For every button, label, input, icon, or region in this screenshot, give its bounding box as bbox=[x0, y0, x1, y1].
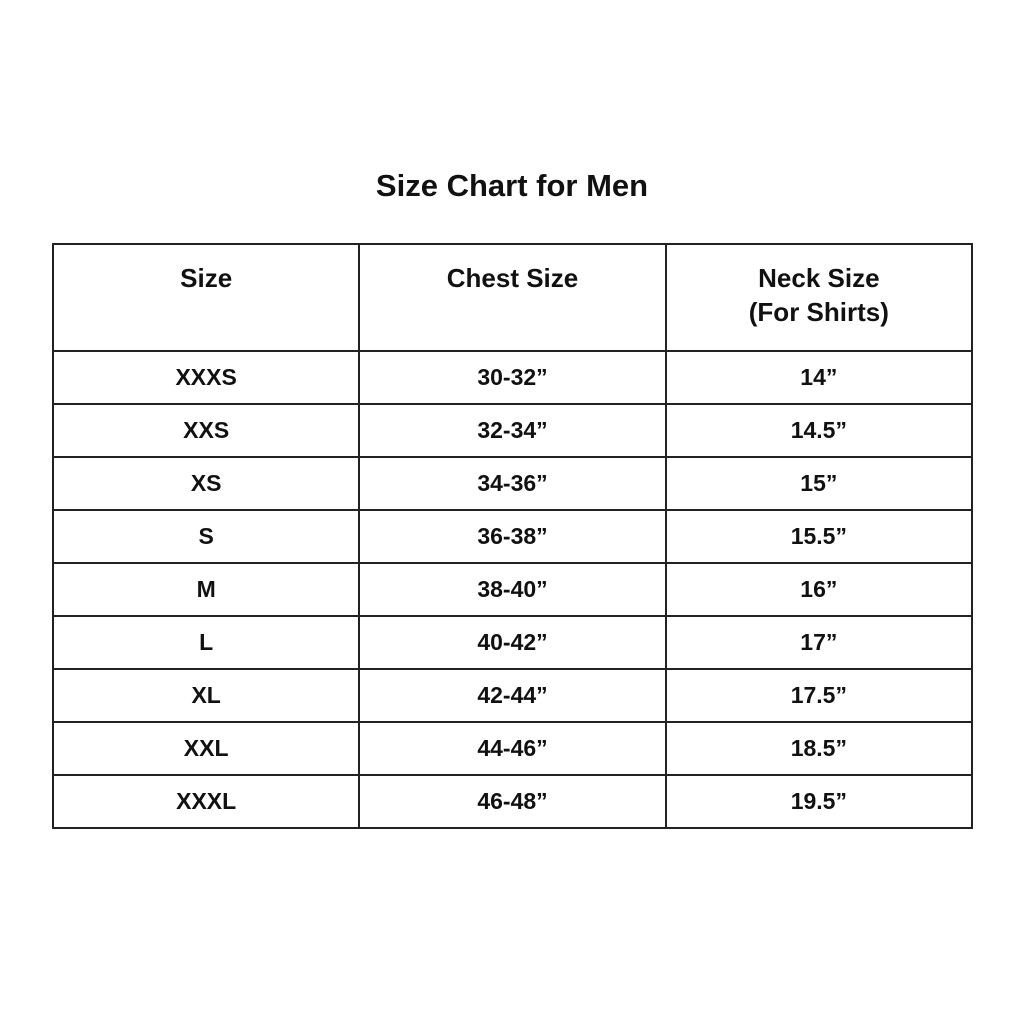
cell-chest: 30-32” bbox=[358, 350, 667, 405]
cell-chest: 36-38” bbox=[358, 509, 667, 564]
header-neck: Neck Size (For Shirts) bbox=[664, 243, 974, 352]
header-row: Size Chest Size Neck Size (For Shirts) bbox=[51, 243, 974, 352]
size-chart-table: Size Chest Size Neck Size (For Shirts) X… bbox=[51, 243, 974, 829]
table-row: XXXL 46-48” 19.5” bbox=[51, 774, 974, 829]
cell-size: XXL bbox=[51, 721, 361, 776]
cell-neck: 19.5” bbox=[664, 774, 974, 829]
cell-size: XL bbox=[51, 668, 361, 723]
cell-neck: 16” bbox=[664, 562, 974, 617]
cell-neck: 15” bbox=[664, 456, 974, 511]
cell-size: XXS bbox=[51, 403, 361, 458]
header-neck-label: Neck Size bbox=[758, 263, 880, 293]
cell-size: M bbox=[51, 562, 361, 617]
cell-size: XXXL bbox=[51, 774, 361, 829]
cell-size: XS bbox=[51, 456, 361, 511]
table-row: XXXS 30-32” 14” bbox=[51, 350, 974, 405]
cell-neck: 17” bbox=[664, 615, 974, 670]
cell-neck: 18.5” bbox=[664, 721, 974, 776]
page-title: Size Chart for Men bbox=[375, 168, 649, 203]
cell-neck: 14” bbox=[664, 350, 974, 405]
table-row: XXS 32-34” 14.5” bbox=[51, 403, 974, 458]
cell-chest: 46-48” bbox=[358, 774, 667, 829]
cell-chest: 40-42” bbox=[358, 615, 667, 670]
cell-size: S bbox=[51, 509, 361, 564]
table-row: XS 34-36” 15” bbox=[51, 456, 974, 511]
cell-chest: 42-44” bbox=[358, 668, 667, 723]
table-row: XL 42-44” 17.5” bbox=[51, 668, 974, 723]
cell-neck: 17.5” bbox=[664, 668, 974, 723]
table-row: L 40-42” 17” bbox=[51, 615, 974, 670]
cell-chest: 34-36” bbox=[358, 456, 667, 511]
header-size: Size bbox=[51, 243, 361, 352]
header-chest: Chest Size bbox=[358, 243, 667, 352]
cell-chest: 44-46” bbox=[358, 721, 667, 776]
cell-size: XXXS bbox=[51, 350, 361, 405]
cell-chest: 32-34” bbox=[358, 403, 667, 458]
table-row: XXL 44-46” 18.5” bbox=[51, 721, 974, 776]
table-row: S 36-38” 15.5” bbox=[51, 509, 974, 564]
cell-neck: 14.5” bbox=[664, 403, 974, 458]
cell-neck: 15.5” bbox=[664, 509, 974, 564]
cell-chest: 38-40” bbox=[358, 562, 667, 617]
table-row: M 38-40” 16” bbox=[51, 562, 974, 617]
header-neck-sub: (For Shirts) bbox=[748, 297, 889, 327]
cell-size: L bbox=[51, 615, 361, 670]
